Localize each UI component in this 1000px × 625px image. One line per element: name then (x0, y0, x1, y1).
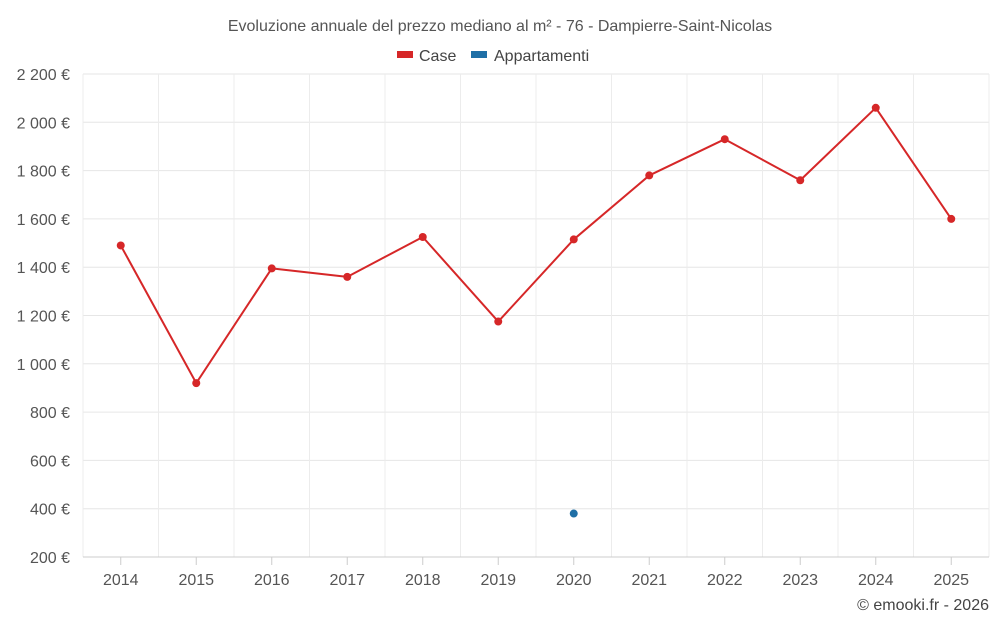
y-axis: 200 € 400 € 600 € 800 € 1 000 € 1 200 € 1 400 … (17, 67, 70, 567)
legend-swatch-appartamenti (471, 51, 487, 58)
y-tick-label: 1 200 € (17, 309, 70, 326)
y-tick-label: 2 200 € (17, 67, 70, 84)
data-point (947, 214, 956, 223)
legend-swatch-case (397, 51, 413, 58)
data-point (645, 171, 654, 180)
data-point (116, 241, 125, 250)
series-case (116, 103, 956, 388)
y-tick-label: 200 € (30, 550, 70, 567)
y-tick-label: 2 000 € (17, 115, 70, 132)
chart-title: Evoluzione annuale del prezzo mediano al… (228, 18, 772, 35)
series-appartamenti (569, 509, 578, 518)
x-tick-label: 2017 (329, 572, 365, 589)
x-tick-label: 2023 (782, 572, 818, 589)
legend: Case Appartamenti (397, 48, 589, 65)
y-tick-label: 1 800 € (17, 164, 70, 181)
y-tick-label: 1 400 € (17, 260, 70, 277)
x-tick-label: 2016 (254, 572, 290, 589)
series-line (119, 106, 953, 385)
x-tick-label: 2018 (405, 572, 441, 589)
grid (82, 73, 990, 558)
x-tick-label: 2020 (556, 572, 592, 589)
data-point (343, 272, 352, 281)
y-tick-label: 800 € (30, 405, 70, 422)
y-tick-label: 1 600 € (17, 212, 70, 229)
y-tick-label: 600 € (30, 453, 70, 470)
x-tick-label: 2021 (631, 572, 667, 589)
y-tick-label: 1 000 € (17, 357, 70, 374)
data-point (494, 317, 503, 326)
credit-text: © emooki.fr - 2026 (857, 597, 989, 614)
x-tick-label: 2019 (480, 572, 516, 589)
data-point (796, 176, 805, 185)
x-tick-label: 2022 (707, 572, 743, 589)
data-point (871, 103, 880, 112)
x-tick-label: 2015 (178, 572, 214, 589)
x-tick-label: 2014 (103, 572, 139, 589)
data-point (569, 509, 578, 518)
data-point (418, 233, 427, 242)
y-tick-label: 400 € (30, 502, 70, 519)
x-tick-label: 2024 (858, 572, 894, 589)
series-layer (116, 103, 956, 518)
data-point (267, 264, 276, 273)
data-point (569, 235, 578, 244)
data-point (720, 135, 729, 144)
x-tick-label: 2025 (933, 572, 969, 589)
x-axis: 2014 2015 2016 2017 2018 2019 2020 2021 2022 2023… (83, 556, 989, 589)
legend-label-case: Case (419, 48, 456, 65)
data-point (192, 379, 201, 388)
legend-label-appartamenti: Appartamenti (494, 48, 589, 65)
